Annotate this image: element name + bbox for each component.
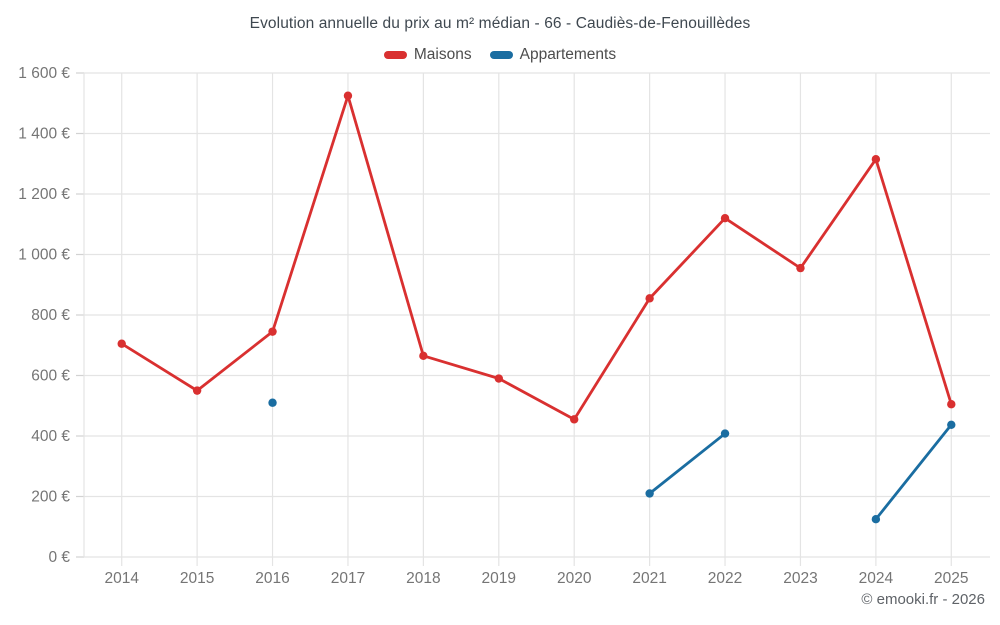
data-point-maisons-2016[interactable] <box>268 327 277 336</box>
data-point-maisons-2018[interactable] <box>419 351 428 361</box>
legend-label-appartements: Appartements <box>519 46 617 63</box>
data-point-appartements-2021[interactable] <box>645 489 654 498</box>
data-point-maisons-2015[interactable] <box>192 386 202 395</box>
series-line-appartements <box>874 423 953 521</box>
y-tick-label: 400 € <box>31 428 70 445</box>
x-tick-label: 2018 <box>406 570 440 587</box>
data-point-maisons-2022[interactable] <box>720 214 730 223</box>
y-tick-label: 1 000 € <box>18 247 70 264</box>
x-tick-label: 2014 <box>104 570 139 587</box>
data-point-maisons-2021[interactable] <box>645 294 654 303</box>
y-tick-label: 1 600 € <box>18 65 70 82</box>
series-line-maisons <box>120 94 953 421</box>
x-tick-label: 2021 <box>632 570 666 587</box>
chart-title: Evolution annuelle du prix au m² médian … <box>249 15 751 32</box>
y-tick-label: 0 € <box>48 549 70 566</box>
y-tick-label: 800 € <box>31 307 70 324</box>
x-tick-label: 2025 <box>934 570 968 587</box>
y-tick-label: 1 200 € <box>18 186 70 203</box>
data-point-maisons-2024[interactable] <box>871 155 881 164</box>
legend-item-maisons[interactable]: Maisons <box>383 46 472 64</box>
y-tick-label: 1 400 € <box>18 126 70 143</box>
chart-legend: Maisons Appartements <box>0 46 1000 64</box>
x-tick-label: 2020 <box>557 570 592 587</box>
y-tick-label: 200 € <box>31 489 70 506</box>
data-point-maisons-2023[interactable] <box>796 263 805 273</box>
x-tick-label: 2016 <box>255 570 289 587</box>
data-point-maisons-2025[interactable] <box>947 400 956 409</box>
attribution-text: © emooki.fr - 2026 <box>861 591 985 608</box>
series-line-appartements <box>648 432 727 495</box>
x-tick-label: 2015 <box>180 570 214 587</box>
data-point-maisons-2014[interactable] <box>117 339 126 348</box>
maisons-series-swatch <box>383 51 407 59</box>
x-tick-label: 2017 <box>331 570 365 587</box>
data-point-appartements-2016[interactable] <box>268 398 277 407</box>
y-tick-label: 600 € <box>31 368 70 385</box>
data-point-appartements-2024[interactable] <box>871 514 881 524</box>
data-point-maisons-2020[interactable] <box>570 415 579 424</box>
legend-label-maisons: Maisons <box>413 46 472 63</box>
x-tick-label: 2024 <box>859 570 894 587</box>
appartements-series-swatch <box>489 51 513 59</box>
x-tick-label: 2022 <box>708 570 742 587</box>
x-tick-label: 2019 <box>482 570 516 587</box>
data-point-maisons-2017[interactable] <box>343 91 353 100</box>
legend-item-appartements[interactable]: Appartements <box>489 46 617 64</box>
x-tick-label: 2023 <box>783 570 817 587</box>
data-point-maisons-2019[interactable] <box>494 374 503 383</box>
data-point-appartements-2022[interactable] <box>720 429 730 438</box>
data-point-appartements-2025[interactable] <box>947 420 956 430</box>
